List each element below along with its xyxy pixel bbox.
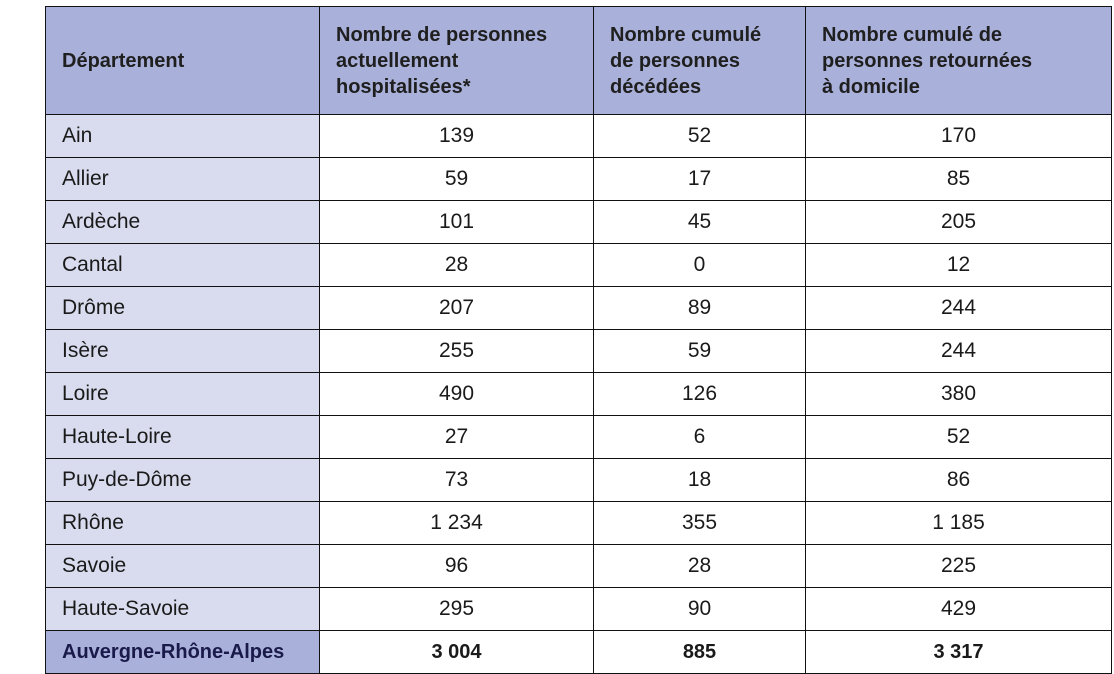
table-row: Rhône 1 234 355 1 185 (45, 501, 1112, 545)
table-row: Allier 59 17 85 (45, 157, 1112, 201)
retour-domicile-cell: 380 (805, 372, 1112, 416)
retour-domicile-cell: 86 (805, 458, 1112, 502)
retour-domicile-cell: 225 (805, 544, 1112, 588)
hospitalises-cell: 255 (319, 329, 594, 373)
table-row: Ardèche 101 45 205 (45, 200, 1112, 244)
dept-name-cell: Rhône (45, 501, 320, 545)
table-row: Drôme 207 89 244 (45, 286, 1112, 330)
dept-name-cell: Savoie (45, 544, 320, 588)
hospitalises-cell: 490 (319, 372, 594, 416)
decedes-cell: 90 (593, 587, 806, 631)
header-decedes: Nombre cumulé de personnes décédées (593, 6, 806, 115)
table-row: Puy-de-Dôme 73 18 86 (45, 458, 1112, 502)
total-retour-domicile: 3 317 (805, 630, 1112, 674)
hospitalises-cell: 28 (319, 243, 594, 287)
retour-domicile-cell: 1 185 (805, 501, 1112, 545)
hospitalises-cell: 59 (319, 157, 594, 201)
hospitalises-cell: 1 234 (319, 501, 594, 545)
dept-name-cell: Allier (45, 157, 320, 201)
dept-name-cell: Loire (45, 372, 320, 416)
dept-name-cell: Ardèche (45, 200, 320, 244)
retour-domicile-cell: 85 (805, 157, 1112, 201)
table-total-row: Auvergne-Rhône-Alpes 3 004 885 3 317 (45, 630, 1112, 674)
header-departement: Département (45, 6, 320, 115)
decedes-cell: 59 (593, 329, 806, 373)
total-hospitalises: 3 004 (319, 630, 594, 674)
dept-name-cell: Ain (45, 114, 320, 158)
hospitalises-cell: 207 (319, 286, 594, 330)
decedes-cell: 18 (593, 458, 806, 502)
header-hospitalises: Nombre de personnes actuellement hospita… (319, 6, 594, 115)
table-row: Loire 490 126 380 (45, 372, 1112, 416)
hospitalises-cell: 101 (319, 200, 594, 244)
retour-domicile-cell: 52 (805, 415, 1112, 459)
decedes-cell: 89 (593, 286, 806, 330)
total-decedes: 885 (593, 630, 806, 674)
retour-domicile-cell: 244 (805, 286, 1112, 330)
hospitalises-cell: 139 (319, 114, 594, 158)
decedes-cell: 0 (593, 243, 806, 287)
dept-name-cell: Haute-Savoie (45, 587, 320, 631)
table-header-row: Département Nombre de personnes actuelle… (45, 6, 1112, 115)
dept-name-cell: Isère (45, 329, 320, 373)
decedes-cell: 52 (593, 114, 806, 158)
retour-domicile-cell: 170 (805, 114, 1112, 158)
table-row: Savoie 96 28 225 (45, 544, 1112, 588)
decedes-cell: 45 (593, 200, 806, 244)
table-row: Isère 255 59 244 (45, 329, 1112, 373)
hospitalises-cell: 73 (319, 458, 594, 502)
total-region-name: Auvergne-Rhône-Alpes (45, 630, 320, 674)
dept-name-cell: Haute-Loire (45, 415, 320, 459)
retour-domicile-cell: 429 (805, 587, 1112, 631)
hospitalises-cell: 295 (319, 587, 594, 631)
retour-domicile-cell: 205 (805, 200, 1112, 244)
decedes-cell: 355 (593, 501, 806, 545)
decedes-cell: 6 (593, 415, 806, 459)
decedes-cell: 17 (593, 157, 806, 201)
dept-name-cell: Cantal (45, 243, 320, 287)
header-retour-domicile: Nombre cumulé de personnes retournées à … (805, 6, 1112, 115)
table-row: Cantal 28 0 12 (45, 243, 1112, 287)
decedes-cell: 126 (593, 372, 806, 416)
decedes-cell: 28 (593, 544, 806, 588)
table-row: Haute-Loire 27 6 52 (45, 415, 1112, 459)
hospitalises-cell: 96 (319, 544, 594, 588)
retour-domicile-cell: 12 (805, 243, 1112, 287)
dept-name-cell: Puy-de-Dôme (45, 458, 320, 502)
hospitalises-cell: 27 (319, 415, 594, 459)
department-table: Département Nombre de personnes actuelle… (45, 6, 1112, 674)
table-row: Ain 139 52 170 (45, 114, 1112, 158)
retour-domicile-cell: 244 (805, 329, 1112, 373)
dept-name-cell: Drôme (45, 286, 320, 330)
table-row: Haute-Savoie 295 90 429 (45, 587, 1112, 631)
